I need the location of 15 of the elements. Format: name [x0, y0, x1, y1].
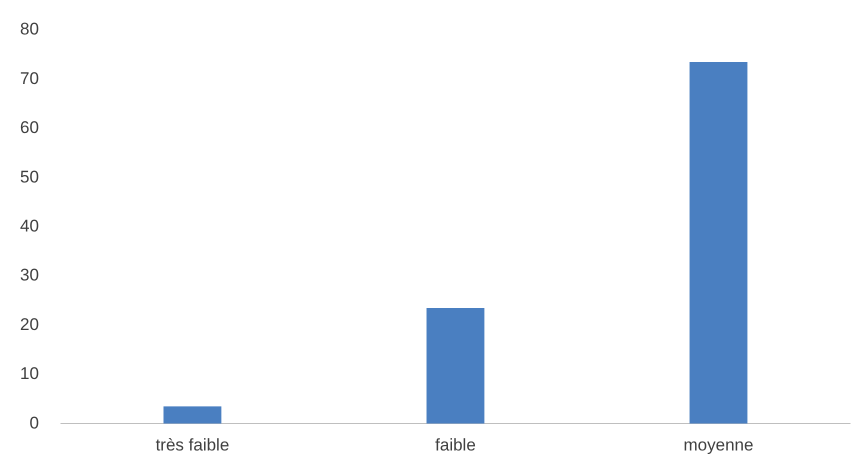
bar — [163, 406, 222, 424]
bar — [426, 308, 484, 424]
x-tick-label: moyenne — [684, 435, 754, 454]
x-tick-label: faible — [435, 435, 476, 454]
y-tick-label: 40 — [20, 216, 39, 236]
y-tick-label: 60 — [20, 118, 39, 138]
y-tick-label: 70 — [20, 68, 39, 88]
y-tick-label: 50 — [20, 167, 39, 186]
y-tick-label: 30 — [20, 266, 39, 285]
y-tick-label: 0 — [29, 413, 39, 432]
y-tick-label: 20 — [20, 314, 39, 334]
y-tick-label: 80 — [20, 20, 39, 39]
x-tick-label: très faible — [156, 435, 230, 454]
bar — [690, 62, 748, 424]
y-tick-label: 10 — [20, 364, 39, 384]
